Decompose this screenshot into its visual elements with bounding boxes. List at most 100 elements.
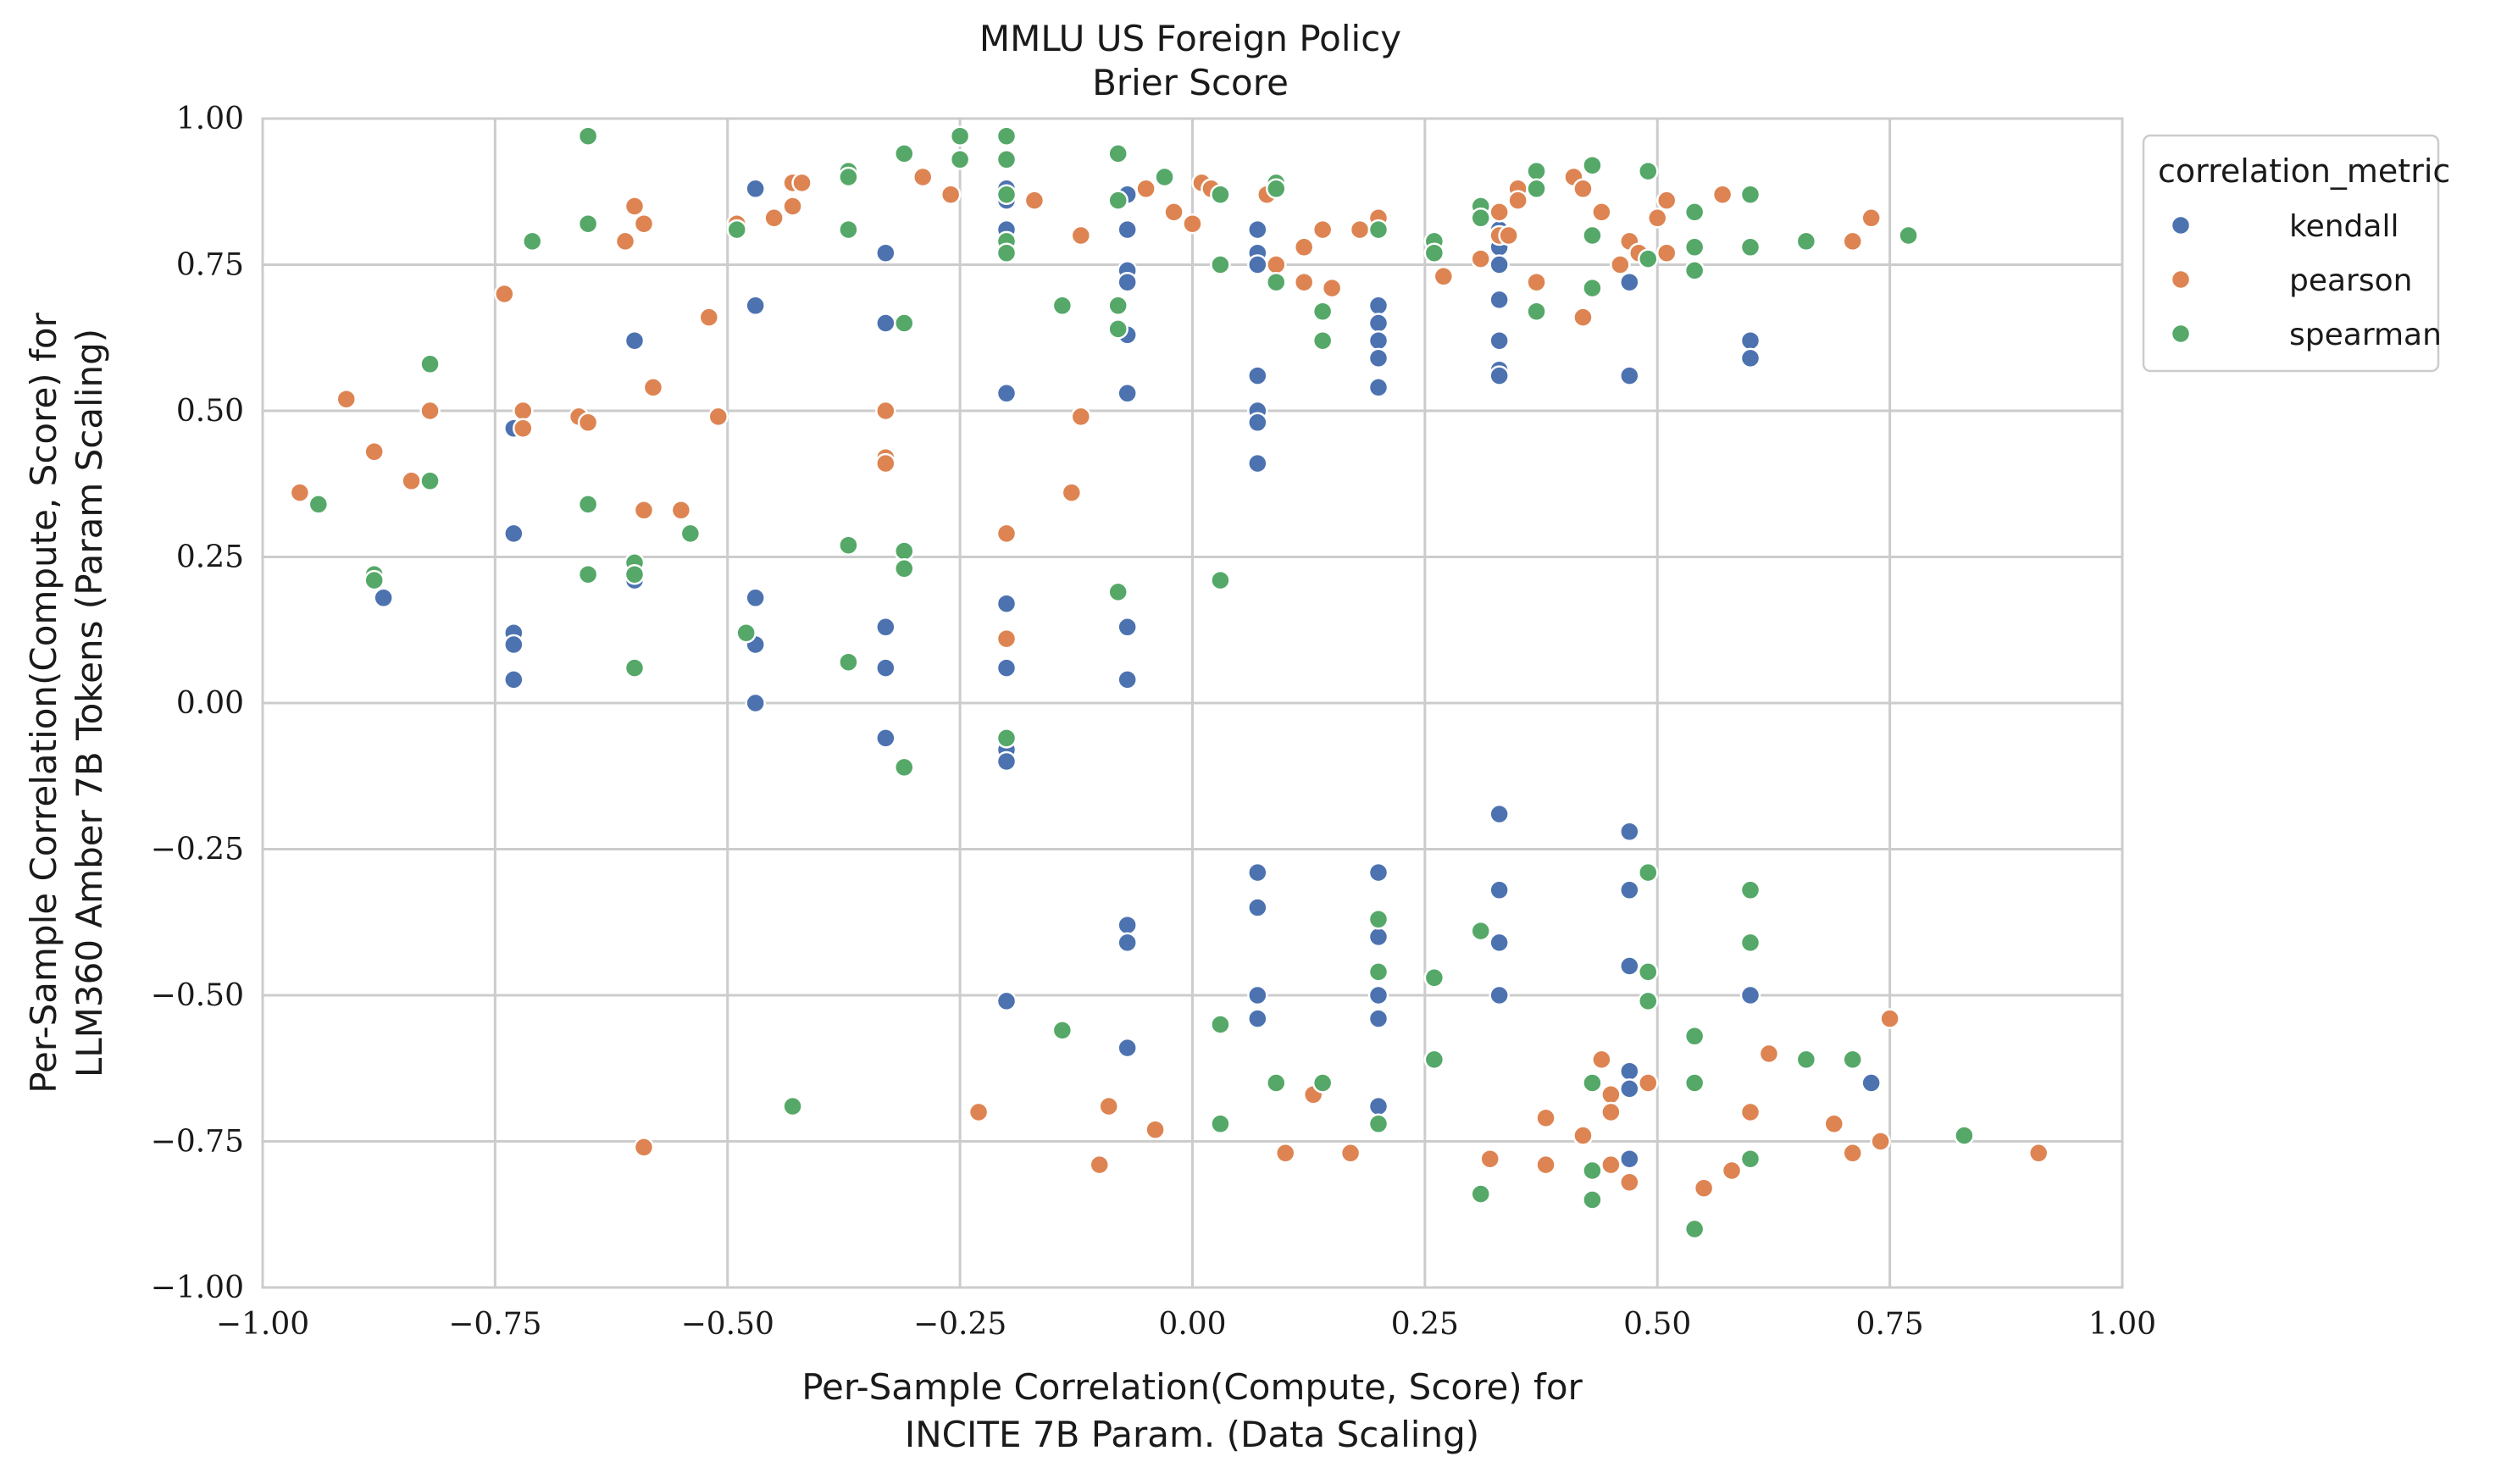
kendall-point bbox=[1619, 365, 1640, 386]
pearson-point bbox=[633, 1137, 655, 1158]
pearson-point bbox=[1758, 1043, 1780, 1065]
spearman-point bbox=[1739, 236, 1761, 258]
pearson-point bbox=[1498, 224, 1519, 246]
pearson-point bbox=[1600, 1101, 1622, 1123]
kendall-point bbox=[1247, 861, 1268, 883]
spearman-point bbox=[1526, 160, 1547, 182]
spearman-point bbox=[419, 353, 441, 375]
pearson-point bbox=[1145, 1119, 1166, 1140]
spearman-point bbox=[1210, 569, 1231, 591]
spearman-point bbox=[1107, 190, 1128, 211]
x-tick-label: −0.75 bbox=[448, 1307, 541, 1342]
spearman-point bbox=[1312, 329, 1334, 352]
data-points bbox=[289, 125, 2049, 1240]
spearman-point bbox=[624, 563, 646, 585]
pearson-point bbox=[1619, 1171, 1640, 1193]
pearson-point bbox=[513, 418, 534, 439]
spearman-point bbox=[419, 470, 441, 492]
pearson-point bbox=[875, 400, 896, 422]
pearson-point bbox=[940, 184, 962, 205]
spearman-point bbox=[782, 1095, 803, 1117]
pearson-point bbox=[1647, 208, 1668, 229]
kendall-point bbox=[1739, 347, 1761, 369]
pearson-point bbox=[1312, 219, 1334, 241]
pearson-point bbox=[1638, 1072, 1659, 1094]
spearman-point bbox=[838, 166, 859, 188]
legend-marker-kendall bbox=[2170, 214, 2192, 236]
kendall-point bbox=[1489, 289, 1510, 311]
spearman-point bbox=[1526, 301, 1547, 322]
spearman-point bbox=[1312, 1072, 1334, 1094]
spearman-point bbox=[1638, 248, 1659, 269]
pearson-point bbox=[624, 196, 646, 217]
kendall-point bbox=[1489, 803, 1510, 825]
kendall-point bbox=[1367, 1095, 1389, 1117]
kendall-point bbox=[1367, 313, 1389, 334]
pearson-point bbox=[1275, 1143, 1296, 1164]
spearman-point bbox=[1210, 1014, 1231, 1035]
spearman-point bbox=[1739, 1148, 1761, 1170]
pearson-point bbox=[1061, 482, 1083, 503]
kendall-point bbox=[1117, 271, 1138, 293]
pearson-point bbox=[1572, 1125, 1594, 1146]
x-tick-label: −0.50 bbox=[681, 1307, 774, 1342]
pearson-point bbox=[1535, 1107, 1556, 1129]
kendall-point bbox=[1619, 271, 1640, 293]
kendall-point bbox=[1367, 926, 1389, 948]
legend-title: correlation_metric bbox=[2158, 152, 2450, 190]
spearman-point bbox=[1582, 154, 1603, 176]
kendall-point bbox=[1367, 1008, 1389, 1029]
spearman-point bbox=[1739, 932, 1761, 954]
spearman-point bbox=[995, 184, 1018, 205]
kendall-point bbox=[1247, 984, 1268, 1006]
spearman-point bbox=[1683, 202, 1705, 223]
spearman-point bbox=[1051, 1020, 1073, 1041]
spearman-point bbox=[1954, 1125, 1975, 1146]
kendall-point bbox=[1489, 254, 1510, 275]
x-axis-label-line-2: INCITE 7B Param. (Data Scaling) bbox=[905, 1414, 1479, 1455]
spearman-point bbox=[679, 523, 702, 545]
pearson-point bbox=[1293, 236, 1315, 258]
plot-frame bbox=[261, 117, 2124, 1289]
x-tick-label: 1.00 bbox=[2088, 1307, 2156, 1342]
pearson-point bbox=[1070, 406, 1092, 428]
pearson-point bbox=[1321, 277, 1343, 299]
chart-title-line-2: Brier Score bbox=[1092, 62, 1289, 103]
spearman-point bbox=[1107, 143, 1128, 164]
pearson-point bbox=[2027, 1143, 2049, 1164]
spearman-point bbox=[1526, 178, 1547, 200]
spearman-point bbox=[1638, 961, 1659, 983]
y-tick-label: −0.25 bbox=[151, 833, 244, 867]
kendall-point bbox=[1367, 295, 1389, 317]
chart-title: MMLU US Foreign Policy Brier Score bbox=[979, 18, 1401, 103]
kendall-point bbox=[875, 617, 896, 638]
pearson-point bbox=[875, 452, 896, 474]
spearman-point bbox=[1107, 581, 1128, 603]
kendall-point bbox=[373, 587, 394, 609]
kendall-point bbox=[1489, 329, 1510, 352]
pearson-point bbox=[995, 628, 1018, 650]
kendall-point bbox=[1489, 932, 1510, 954]
pearson-point bbox=[1711, 184, 1733, 205]
spearman-point bbox=[735, 622, 757, 644]
x-axis-label-line-1: Per-Sample Correlation(Compute, Score) f… bbox=[801, 1366, 1583, 1408]
spearman-point bbox=[1683, 1072, 1705, 1094]
kendall-point bbox=[624, 329, 646, 352]
pearson-point bbox=[1135, 178, 1156, 200]
pearson-point bbox=[995, 523, 1018, 545]
y-tick-label: −0.50 bbox=[151, 978, 244, 1013]
kendall-point bbox=[1117, 669, 1138, 690]
legend: correlation_metric kendall pearson spearma… bbox=[2142, 134, 2450, 373]
kendall-point bbox=[1367, 377, 1389, 398]
kendall-point bbox=[995, 657, 1018, 678]
pearson-point bbox=[1433, 266, 1455, 287]
pearson-point bbox=[1349, 219, 1371, 241]
spearman-point bbox=[624, 657, 646, 678]
spearman-point bbox=[1154, 166, 1175, 188]
kendall-point bbox=[1367, 861, 1389, 883]
pearson-point bbox=[1507, 190, 1528, 211]
spearman-point bbox=[1210, 184, 1231, 205]
pearson-point bbox=[968, 1101, 990, 1123]
spearman-point bbox=[1470, 920, 1491, 942]
kendall-point bbox=[745, 692, 766, 714]
